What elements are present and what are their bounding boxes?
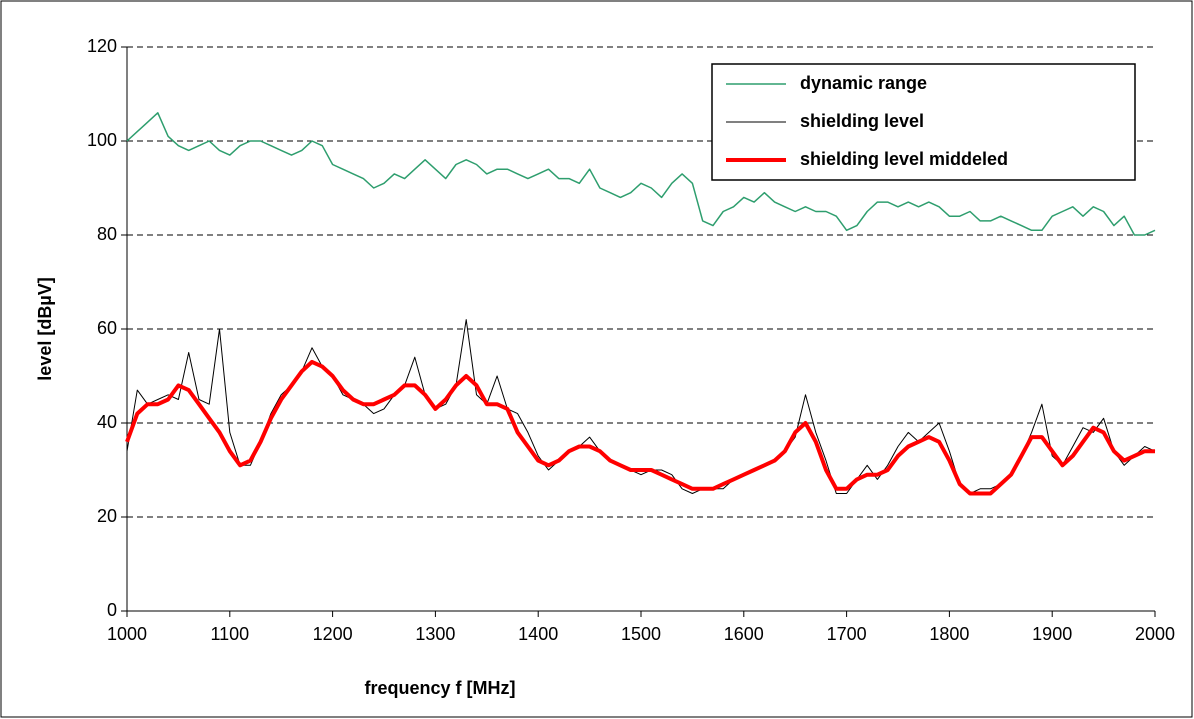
x-tick-label: 1100 [210,624,249,644]
x-tick-label: 1200 [313,624,353,644]
y-axis-label: level [dBµV] [35,277,55,380]
y-tick-label: 60 [97,318,117,338]
x-tick-label: 1900 [1032,624,1072,644]
y-tick-label: 20 [97,506,117,526]
x-tick-label: 2000 [1135,624,1175,644]
x-tick-label: 1800 [929,624,969,644]
x-tick-label: 1700 [827,624,867,644]
y-tick-label: 100 [87,130,117,150]
series-line [126,112,1156,236]
x-tick-label: 1600 [724,624,764,644]
x-tick-label: 1000 [107,624,147,644]
y-tick-label: 40 [97,412,117,432]
y-tick-label: 0 [107,600,117,620]
y-tick-label: 80 [97,224,117,244]
y-tick-label: 120 [87,36,117,56]
series-line [125,359,1155,496]
x-tick-label: 1500 [621,624,661,644]
x-tick-label: 1400 [518,624,558,644]
legend-label: shielding level [800,111,924,131]
x-axis-label: frequency f [MHz] [364,678,515,698]
legend-label: shielding level middeled [800,149,1008,169]
legend-label: dynamic range [800,73,927,93]
x-tick-label: 1300 [415,624,455,644]
